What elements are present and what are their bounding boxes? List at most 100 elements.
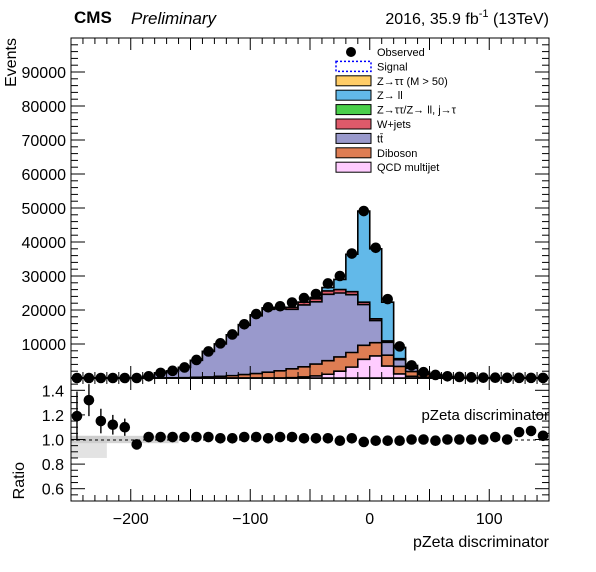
ratio-point (215, 432, 226, 444)
stacked-histograms (71, 210, 549, 379)
observed-point (406, 360, 417, 371)
legend-label: tt̄ (377, 133, 383, 145)
y-axis-title: Events (3, 38, 20, 87)
observed-point (430, 369, 441, 381)
legend-swatch (335, 60, 372, 73)
lumi-label: 2016, 35.9 fb-1 (13TeV) (385, 8, 549, 28)
experiment-label: CMS (74, 8, 112, 27)
ratio-point (274, 431, 286, 443)
observed-point (454, 371, 465, 383)
ratio-point (262, 432, 274, 444)
legend-label: W+jets (377, 119, 411, 131)
ratio-point (489, 431, 501, 443)
uncertainty-band (71, 435, 179, 444)
x-axis-title: pZeta discriminator (413, 534, 550, 551)
ratio-point (394, 435, 405, 447)
ratio-point (191, 431, 202, 443)
x-tick-label: −100 (232, 511, 268, 528)
ratio-y-tick-label: 1.2 (42, 408, 64, 425)
observed-point (334, 270, 346, 282)
y-tick-label: 70000 (22, 133, 67, 150)
legend-entry: Z→ττ/Z→ ll, j→τ (335, 104, 457, 117)
ratio-uncertainty-band (71, 435, 179, 458)
legend-entry: Diboson (335, 147, 417, 160)
ratio-point (430, 435, 441, 447)
observed-point (203, 346, 214, 357)
header: CMS Preliminary 2016, 35.9 fb-1 (13TeV) (74, 8, 549, 28)
observed-point (179, 362, 190, 373)
legend-entry: Signal (335, 60, 408, 73)
ratio-point (203, 431, 214, 443)
ratio-point (477, 434, 489, 445)
y-tick-label: 80000 (22, 99, 67, 116)
observed-point (346, 248, 358, 259)
y-tick-label: 60000 (22, 167, 67, 184)
legend-swatch (335, 89, 372, 101)
observed-point (215, 338, 226, 349)
ratio-point (358, 436, 370, 448)
legend-label: QCD multijet (377, 162, 439, 174)
ratio-point (95, 415, 107, 427)
legend-swatch (335, 147, 372, 159)
ratio-point (346, 432, 358, 444)
ratio-y-tick-label: 1.0 (42, 433, 64, 450)
ratio-point (286, 431, 298, 443)
observed-point (370, 242, 382, 254)
legend-swatch (335, 75, 372, 87)
observed-point (322, 278, 334, 289)
y-tick-label: 30000 (22, 269, 67, 286)
observed-point (286, 297, 298, 308)
ratio-point (83, 394, 95, 406)
observed-point (250, 308, 262, 320)
ratio-point (322, 432, 334, 444)
legend-entry: W+jets (335, 118, 411, 131)
ratio-point (501, 434, 513, 445)
lumi-exponent: -1 (479, 8, 489, 20)
observed-point (466, 372, 477, 383)
y-tick-label: 90000 (22, 65, 67, 82)
x-tick-label: −200 (113, 511, 149, 528)
legend-swatch (335, 104, 372, 116)
main-plot-axes: 10000 20000 30000 40000 50000 60000 70000 80000… (22, 37, 550, 379)
legend-swatch (335, 132, 372, 144)
observed-point (394, 341, 405, 352)
ratio-point (454, 434, 465, 445)
legend-swatch (335, 161, 372, 173)
ratio-point (298, 432, 310, 444)
uncertainty-band (71, 435, 107, 458)
legend-label: Diboson (377, 148, 417, 160)
ratio-point (310, 432, 322, 444)
y-tick-label: 50000 (22, 201, 67, 218)
legend-entry: QCD multijet (335, 161, 439, 174)
ratio-point (525, 425, 537, 437)
ratio-point (418, 434, 429, 445)
ratio-panel-label: pZeta discriminator (421, 407, 549, 424)
observed-point (167, 365, 178, 377)
legend-entry: Z→ττ (M > 50) (335, 75, 448, 88)
observed-point (418, 366, 429, 378)
legend-entry: Z→ ll (335, 89, 403, 102)
observed-point (298, 292, 310, 304)
observed-point (191, 354, 202, 366)
observed-point (155, 367, 166, 379)
observed-point (274, 300, 286, 312)
y-tick-label: 10000 (22, 337, 67, 354)
ratio-point (131, 439, 143, 450)
x-tick-label: 0 (365, 511, 374, 528)
legend-label: Signal (377, 61, 408, 73)
ratio-point (143, 431, 154, 443)
observed-points (71, 205, 549, 384)
ratio-point (167, 431, 178, 443)
ratio-point (406, 434, 417, 445)
x-tick-label: 100 (476, 511, 503, 528)
observed-point (442, 371, 453, 382)
ratio-point (179, 431, 190, 443)
ratio-y-tick-label: 0.6 (42, 482, 64, 499)
lumi-prefix: 2016, 35.9 fb (385, 11, 479, 28)
ratio-axes: 0.6 0.8 1.0 1.2 1.4 −200 −100 0 100 (42, 377, 550, 528)
ratio-point (370, 435, 382, 447)
observed-point (310, 288, 322, 300)
legend-label: Observed (377, 47, 425, 59)
main-plot-panel: 10000 20000 30000 40000 50000 60000 70000 80000… (3, 37, 550, 384)
